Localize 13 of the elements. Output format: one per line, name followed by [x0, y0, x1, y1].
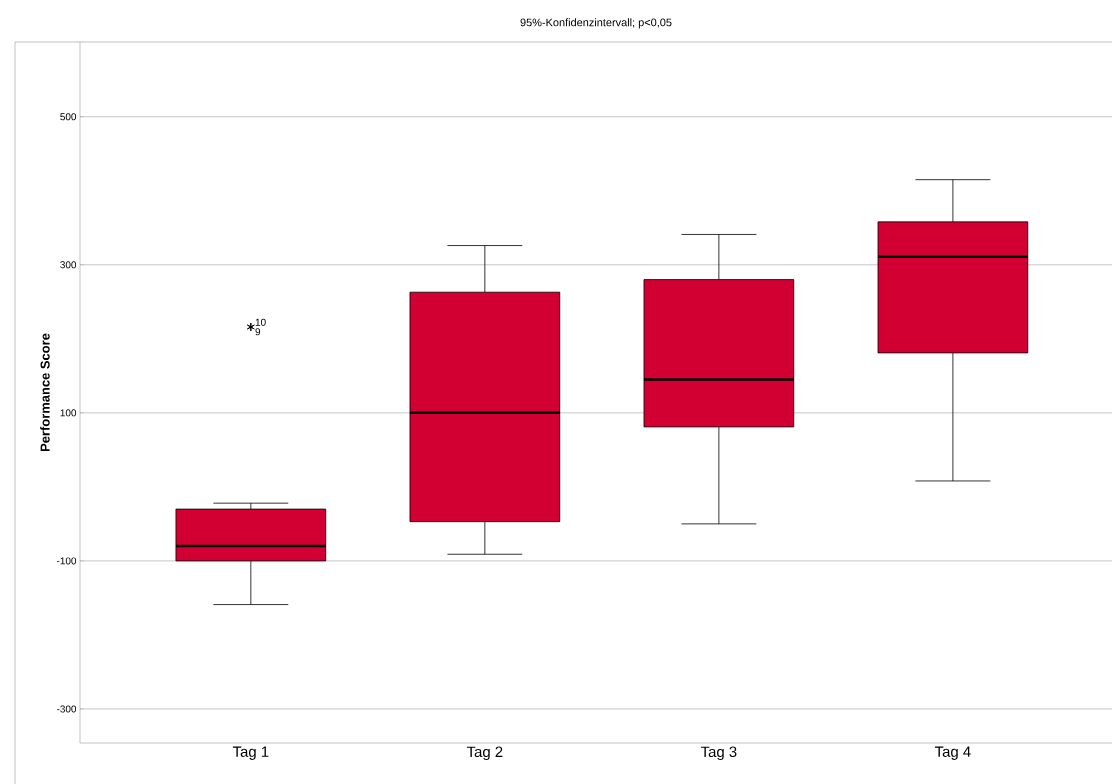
chart-title: 95%-Konfidenzintervall; p<0,05 — [520, 18, 672, 29]
x-tick-label: Tag 4 — [934, 746, 971, 760]
y-tick-label: 100 — [60, 409, 77, 417]
y-tick-label: -100 — [56, 557, 77, 565]
y-tick-label: 300 — [60, 261, 77, 269]
y-tick-label: 500 — [60, 113, 77, 121]
annotation: 10 — [255, 318, 266, 326]
y-axis-title: Performance Score — [40, 333, 50, 452]
x-tick-label: Tag 2 — [466, 746, 503, 761]
x-tick-label: Tag 3 — [700, 746, 737, 761]
y-tick-label: -300 — [56, 705, 77, 713]
x-tick-label: Tag 1 — [232, 746, 269, 760]
annotation: 9 — [255, 328, 261, 336]
